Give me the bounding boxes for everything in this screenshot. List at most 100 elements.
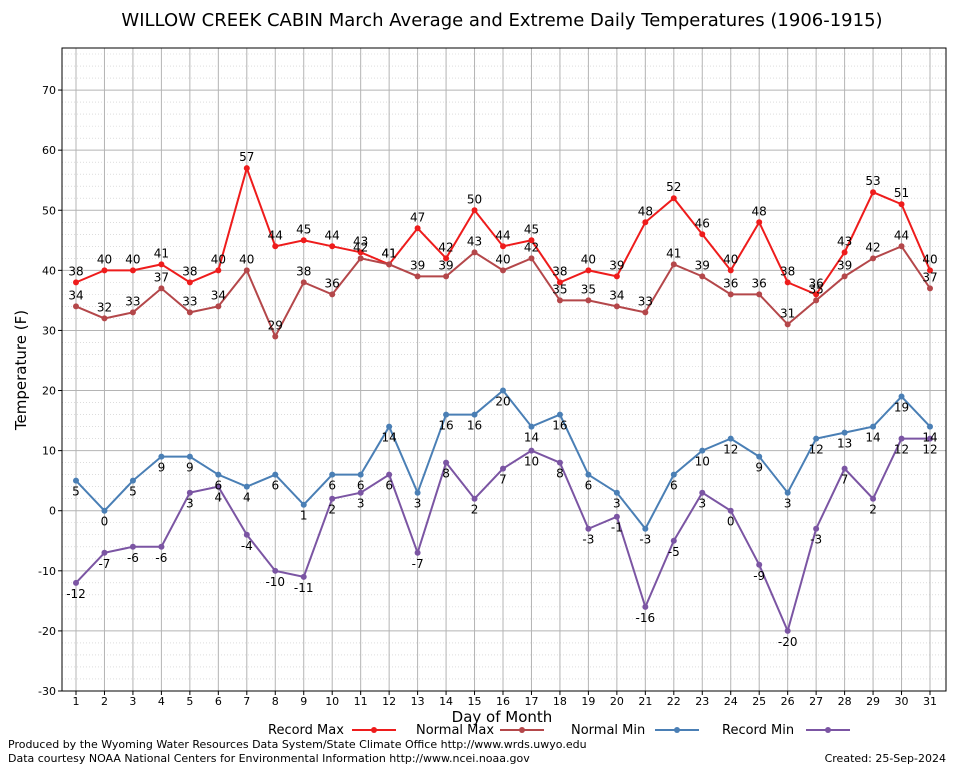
data-label: -3 — [582, 533, 594, 547]
data-point — [670, 471, 677, 478]
data-label: 36 — [808, 276, 823, 290]
data-label: -3 — [810, 533, 822, 547]
data-label: 6 — [670, 479, 678, 493]
data-label: 3 — [357, 497, 365, 511]
data-point — [613, 303, 620, 310]
legend-swatch-marker — [674, 727, 680, 733]
data-label: 48 — [752, 204, 767, 218]
data-label: 44 — [268, 228, 283, 242]
data-label: 37 — [922, 270, 937, 284]
data-point — [471, 411, 478, 418]
data-label: 43 — [353, 234, 368, 248]
data-label: 42 — [438, 240, 453, 254]
data-point — [927, 423, 933, 430]
data-label: 14 — [922, 431, 937, 445]
data-label: 6 — [385, 479, 393, 493]
data-point — [870, 423, 877, 430]
data-label: 38 — [552, 264, 567, 278]
legend-label: Record Min — [722, 723, 794, 738]
x-tick-label: 22 — [667, 695, 681, 708]
data-point — [841, 465, 848, 472]
data-point — [186, 279, 193, 286]
data-point — [300, 279, 307, 286]
x-tick-label: 24 — [724, 695, 738, 708]
data-point — [243, 267, 250, 274]
data-label: 36 — [325, 276, 340, 290]
x-tick-label: 7 — [243, 695, 250, 708]
data-point — [215, 471, 222, 478]
x-axis-label: Day of Month — [452, 708, 553, 726]
data-label: 39 — [695, 258, 710, 272]
data-label: 42 — [865, 240, 880, 254]
data-label: -6 — [155, 551, 167, 565]
data-label: 12 — [894, 443, 909, 457]
data-point — [870, 189, 877, 196]
data-point — [386, 471, 393, 478]
y-tick-label: 40 — [42, 264, 56, 277]
data-point — [670, 261, 677, 268]
data-label: 7 — [841, 473, 849, 487]
data-point — [585, 267, 592, 274]
data-point — [101, 549, 108, 556]
grid — [62, 48, 946, 692]
data-point — [585, 297, 592, 304]
data-label: 16 — [438, 419, 453, 433]
data-point — [443, 273, 450, 280]
data-point — [443, 459, 450, 466]
data-point — [556, 279, 563, 286]
data-label: 48 — [638, 204, 653, 218]
data-label: 6 — [328, 479, 336, 493]
data-point — [300, 501, 307, 508]
x-tick-label: 3 — [129, 695, 136, 708]
legend-label: Normal Max — [416, 723, 494, 738]
data-label: 13 — [837, 437, 852, 451]
data-label: 10 — [695, 455, 710, 469]
y-tick-label: 60 — [42, 144, 56, 157]
data-label: 1 — [300, 509, 308, 523]
data-point — [756, 453, 763, 460]
x-tick-label: 17 — [524, 695, 538, 708]
y-tick-label: 10 — [42, 445, 56, 458]
data-label: 41 — [154, 246, 169, 260]
data-point — [613, 273, 620, 280]
legend-label: Normal Min — [571, 723, 645, 738]
data-label: 34 — [211, 288, 226, 302]
x-tick-label: 23 — [695, 695, 709, 708]
data-point — [756, 219, 763, 226]
data-point — [329, 471, 336, 478]
data-label: -9 — [753, 569, 765, 583]
data-label: -12 — [66, 587, 86, 601]
data-point — [556, 411, 563, 418]
data-label: 36 — [752, 276, 767, 290]
data-label: 34 — [609, 288, 624, 302]
data-point — [699, 447, 706, 454]
data-point — [73, 477, 79, 484]
data-point — [329, 495, 336, 502]
data-label: 33 — [182, 294, 197, 308]
data-label: 6 — [585, 479, 593, 493]
data-label: -7 — [412, 557, 424, 571]
y-tick-label: 30 — [42, 324, 56, 337]
data-point — [784, 627, 791, 634]
data-label: 14 — [865, 431, 880, 445]
data-point — [927, 285, 933, 292]
data-label: 39 — [410, 258, 425, 272]
data-label: 43 — [467, 234, 482, 248]
data-point — [443, 411, 450, 418]
data-point — [927, 435, 933, 442]
data-label: 9 — [186, 461, 194, 475]
data-point — [784, 489, 791, 496]
x-tick-label: 21 — [638, 695, 652, 708]
data-label: 6 — [357, 479, 365, 493]
data-label: 39 — [438, 258, 453, 272]
data-label: 40 — [211, 252, 226, 266]
data-point — [357, 249, 364, 256]
y-tick-label: 20 — [42, 385, 56, 398]
series-normal-max — [73, 243, 933, 340]
data-point — [813, 297, 820, 304]
data-point — [756, 291, 763, 298]
data-point — [414, 549, 421, 556]
data-label: 3 — [698, 497, 706, 511]
data-label: -16 — [636, 611, 656, 625]
data-label: 51 — [894, 186, 909, 200]
